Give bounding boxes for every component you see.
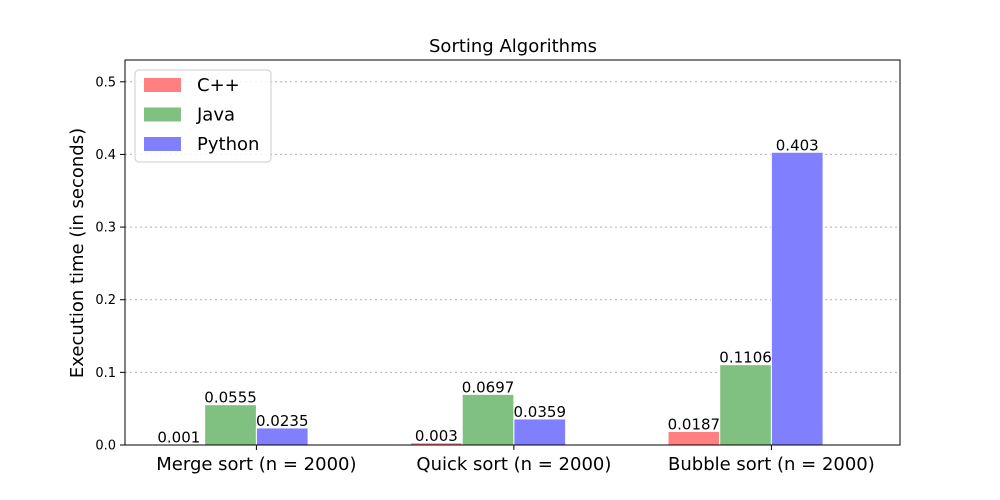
data-label: 0.0359	[514, 403, 567, 421]
bar-python	[513, 418, 567, 446]
x-axis-ticks: Merge sort (n = 2000) Quick sort (n = 200…	[156, 445, 875, 475]
data-label: 0.0235	[256, 412, 309, 430]
y-tick-label: 0.5	[95, 75, 116, 90]
data-label: 0.403	[776, 136, 819, 154]
x-tick-label: Quick sort (n = 2000)	[416, 454, 611, 475]
legend-swatch	[144, 137, 181, 151]
legend-swatch	[144, 78, 181, 92]
y-tick-label: 0.0	[95, 439, 116, 454]
x-tick-label: Bubble sort (n = 2000)	[668, 454, 875, 475]
plot-frame	[124, 59, 901, 446]
data-label: 0.1106	[719, 349, 772, 367]
y-tick-label: 0.1	[95, 366, 116, 381]
data-label: 0.001	[157, 428, 200, 446]
chart-title: Sorting Algorithms	[429, 36, 597, 57]
y-tick-label: 0.3	[95, 221, 116, 236]
legend-label: Python	[197, 134, 259, 155]
legend-label: Java	[196, 105, 235, 126]
x-tick-label: Merge sort (n = 2000)	[156, 454, 356, 475]
bars	[152, 151, 824, 446]
legend-label: C++	[197, 75, 240, 96]
bar-c	[667, 430, 721, 446]
y-axis-ticks: 0.0 0.1 0.2 0.3 0.4 0.5	[95, 75, 125, 454]
bar-java	[719, 364, 772, 446]
y-axis-label: Execution time (in seconds)	[67, 128, 88, 378]
data-label: 0.0187	[668, 415, 721, 433]
data-label: 0.0555	[204, 389, 257, 407]
bar-java	[461, 393, 515, 446]
legend: C++ Java Python	[134, 69, 272, 163]
bar-python	[255, 427, 309, 446]
legend-swatch	[144, 107, 181, 122]
bar-java	[204, 404, 257, 446]
data-label: 0.003	[415, 427, 458, 445]
y-tick-label: 0.2	[95, 293, 116, 308]
data-label: 0.0697	[462, 378, 515, 396]
y-tick-label: 0.4	[95, 148, 116, 163]
data-labels: 0.001 0.0555 0.0235 0.003 0.0697 0.0359 0.0187…	[157, 136, 818, 446]
bar-python	[770, 151, 824, 446]
